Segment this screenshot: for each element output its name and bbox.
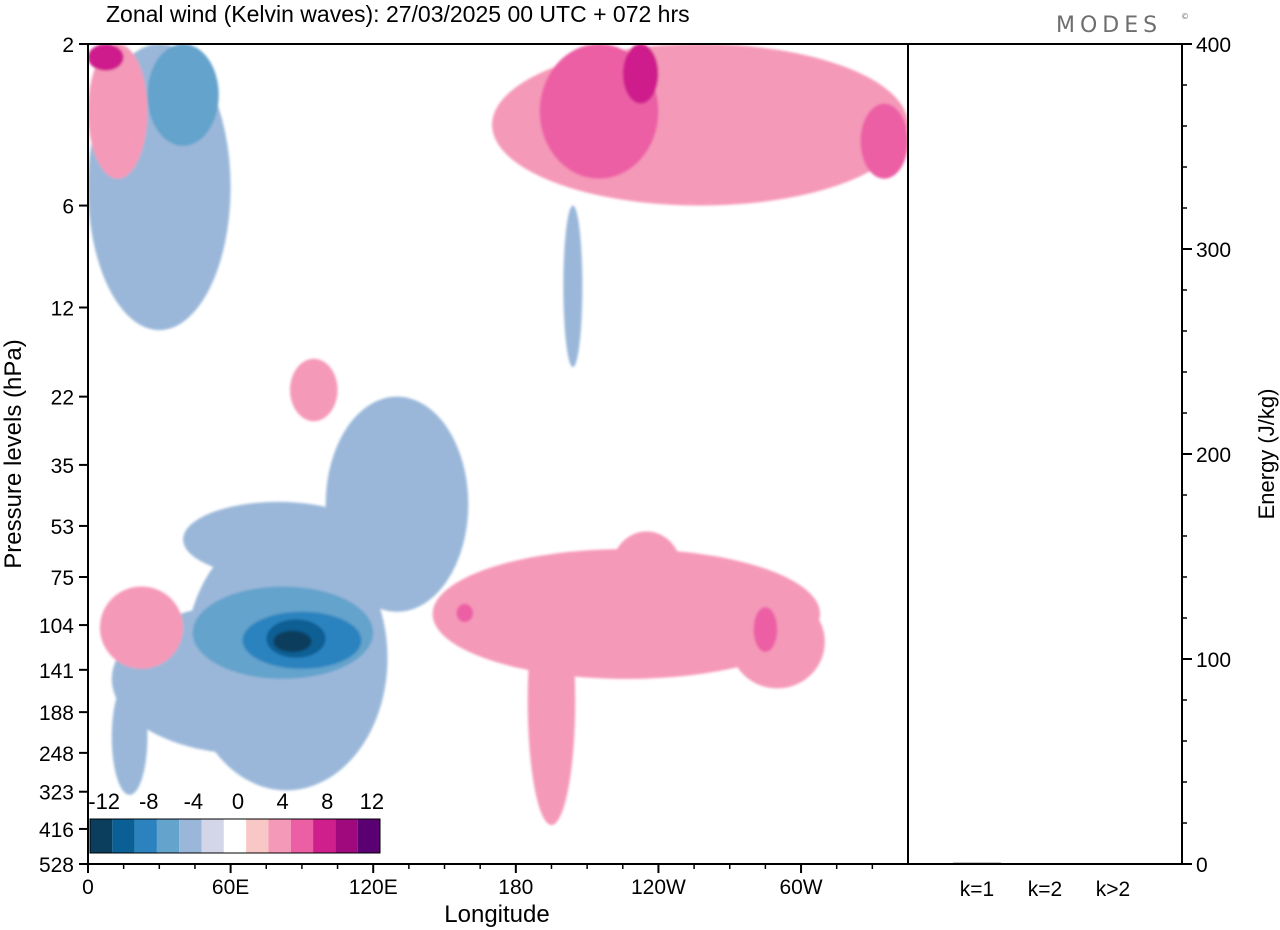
energy-frame: [907, 43, 1183, 865]
colorbar-swatch: [223, 819, 247, 853]
energy-bar: [1089, 863, 1137, 864]
westerly-anomaly-region: [527, 576, 576, 825]
x-tick-label: 60W: [779, 876, 822, 899]
colorbar-swatch: [90, 819, 113, 853]
westerly-anomaly-region: [88, 44, 148, 179]
colorbar-tick-label: 12: [360, 789, 384, 814]
y-axis-label: Pressure levels (hPa): [0, 339, 27, 568]
colorbar-swatch: [201, 819, 224, 853]
y-tick-label: 528: [39, 854, 74, 877]
x-tick-label: 120W: [631, 876, 686, 899]
energy-tick-label: 100: [1196, 649, 1231, 672]
y-tick-label: 75: [51, 567, 74, 590]
y-tick-label: 416: [39, 819, 74, 842]
colorbar-swatch: [246, 819, 269, 853]
x-axis-label: Longitude: [444, 901, 549, 928]
westerly-anomaly-region: [99, 586, 184, 669]
y-tick-label: 12: [51, 297, 74, 320]
colorbar-swatch: [357, 819, 380, 853]
energy-bar: [1021, 863, 1069, 864]
x-axis-longitude: 0 60E 120E 180 120W 60W: [82, 864, 874, 899]
y-tick-label: 6: [62, 196, 74, 219]
easterly-anomaly-region: [183, 501, 374, 577]
chart-title: Zonal wind (Kelvin waves): 27/03/2025 00…: [106, 1, 690, 27]
easterly-anomaly-region: [147, 44, 219, 146]
energy-category-label: k>2: [1096, 878, 1130, 901]
colorbar-swatch: [268, 819, 291, 853]
x-tick-label: 60E: [212, 876, 249, 899]
energy-tick-label: 200: [1196, 444, 1231, 467]
easterly-anomaly-region: [111, 678, 148, 795]
westerly-anomaly-region: [610, 531, 683, 612]
y-tick-label: 22: [51, 387, 74, 410]
westerly-anomaly-region: [729, 595, 825, 689]
energy-panel: 0 100 200 300 400 k=1 k=2 k>2: [907, 34, 1231, 901]
easterly-anomaly-region: [273, 630, 312, 653]
colorbar-swatch: [335, 819, 358, 853]
y-axis-pressure: 2 6 12 22 35 53 75 104 141 188 248 323 416 528: [39, 34, 88, 877]
colorbar-tick-label: -8: [139, 789, 159, 814]
y-tick-label: 141: [39, 660, 74, 683]
energy-tick-label: 300: [1196, 239, 1231, 262]
y-tick-label: 53: [51, 516, 74, 539]
colorbar-tick-label: 0: [232, 789, 244, 814]
brand-mark: ©: [1181, 12, 1194, 21]
x-tick-label: 120E: [349, 876, 398, 899]
colorbar-legend: -12 -8 -4 0 4 8 12: [88, 789, 384, 854]
colorbar-frame: [89, 818, 381, 854]
brand-logo: MODES: [1056, 13, 1162, 38]
colorbar-tick-label: 8: [321, 789, 333, 814]
energy-tick-label: 0: [1196, 854, 1208, 877]
westerly-anomaly-region: [622, 44, 659, 104]
y-tick-label: 2: [62, 34, 74, 57]
y-tick-label: 188: [39, 702, 74, 725]
westerly-anomaly-region: [456, 603, 474, 623]
colorbar-swatch: [290, 819, 314, 853]
y-tick-label: 323: [39, 782, 74, 805]
colorbar-tick-label: -12: [88, 789, 120, 814]
x-tick-label: 0: [82, 876, 94, 899]
westerly-anomaly-region: [88, 44, 124, 71]
energy-tick-label: 400: [1196, 34, 1231, 57]
colorbar-tick-label: 4: [276, 789, 288, 814]
easterly-anomaly-region: [563, 205, 583, 368]
contour-field: [87, 43, 909, 865]
energy-axis-label: Energy (J/kg): [1254, 389, 1279, 520]
y-tick-label: 104: [39, 615, 74, 638]
y-tick-label: 248: [39, 743, 74, 766]
energy-bar: [953, 862, 1001, 864]
colorbar-swatch: [156, 819, 180, 853]
westerly-anomaly-region: [753, 607, 778, 653]
westerly-anomaly-region: [290, 358, 338, 422]
westerly-anomaly-region: [432, 549, 821, 679]
colorbar-swatch: [179, 819, 202, 853]
colorbar-swatch: [134, 819, 157, 853]
easterly-anomaly-region: [325, 396, 469, 612]
x-tick-label: 180: [498, 876, 533, 899]
x-axis-wavenumber: k=1 k=2 k>2: [960, 878, 1130, 901]
energy-category-label: k=1: [960, 878, 994, 901]
y-tick-label: 35: [51, 455, 74, 478]
energy-category-label: k=2: [1028, 878, 1062, 901]
colorbar-tick-label: -4: [184, 789, 204, 814]
westerly-anomaly-region: [860, 103, 908, 179]
colorbar-swatch: [112, 819, 135, 853]
colorbar-swatch: [313, 819, 336, 853]
y-axis-energy: 0 100 200 300 400: [1182, 34, 1231, 877]
